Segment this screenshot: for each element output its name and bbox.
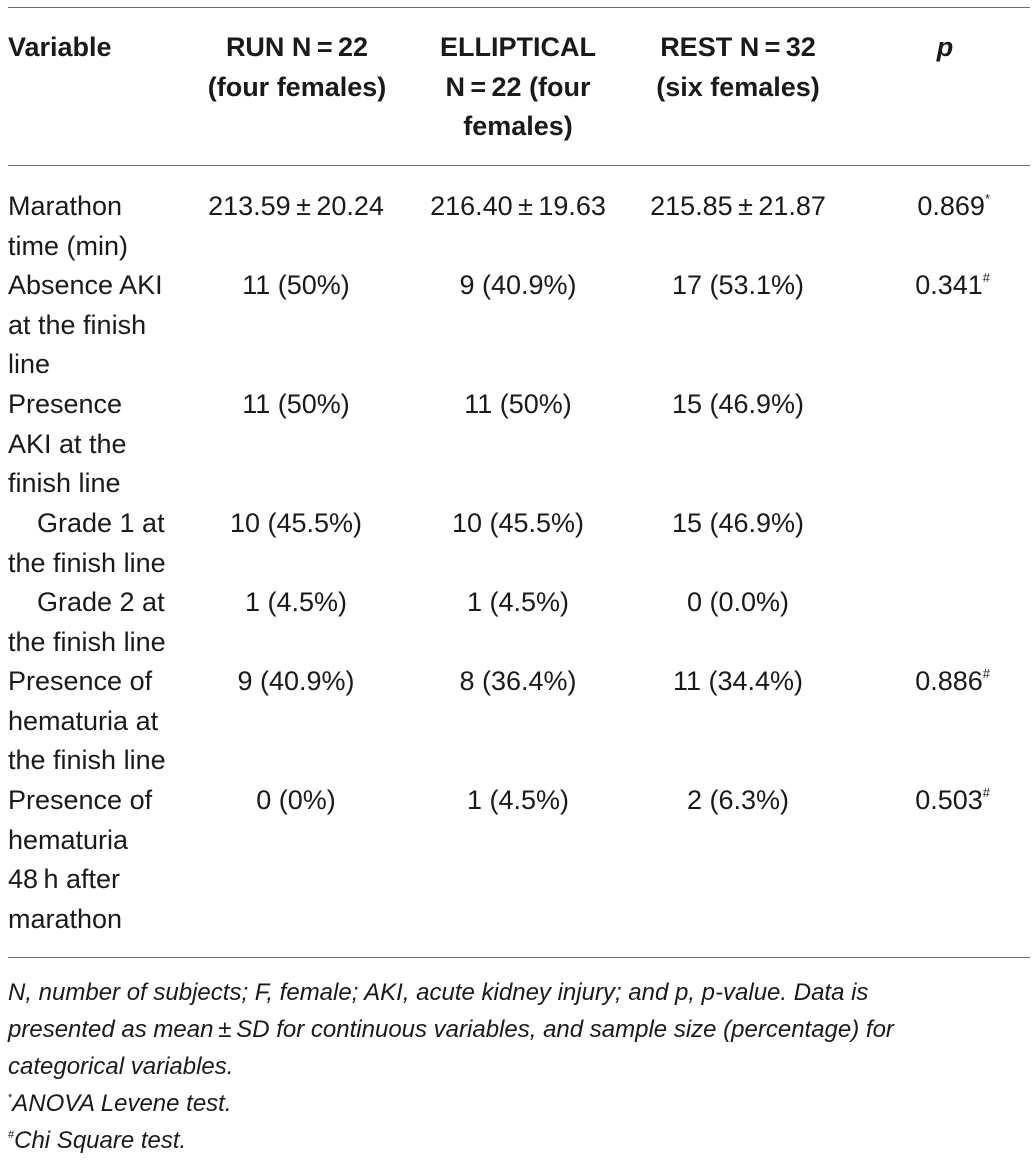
p-footnote-mark: # bbox=[982, 666, 990, 681]
row-label-line: time (min) bbox=[8, 230, 128, 261]
header-rest-line-2: (six females) bbox=[656, 71, 820, 102]
cell-p: 0.886# bbox=[850, 662, 990, 702]
cell-run: 9 (40.9%) bbox=[237, 666, 355, 696]
p-value: 0.886 bbox=[915, 666, 983, 696]
row-label: Grade 1 at the finish line bbox=[8, 504, 188, 583]
row-label-line: Presence of bbox=[8, 785, 153, 815]
row-label-line: AKI at the bbox=[8, 428, 127, 459]
footnote-anova-text: ANOVA Levene test. bbox=[12, 1090, 232, 1117]
p-value: 0.869 bbox=[917, 191, 985, 221]
footnote-chi-mark: # bbox=[8, 1129, 15, 1141]
row-label-line: 48 h after bbox=[8, 864, 120, 894]
row-label: Presence AKI at the finish line bbox=[8, 385, 188, 504]
cell-elliptical: 8 (36.4%) bbox=[459, 666, 577, 696]
row-label-line: Presence bbox=[8, 389, 123, 419]
header-elliptical-line-1: ELLIPTICAL bbox=[440, 32, 596, 62]
header-rest: REST N = 32 (six females) bbox=[632, 28, 844, 107]
footnote-main: N, number of subjects; F, female; AKI, a… bbox=[8, 974, 1018, 1085]
cell-elliptical: 1 (4.5%) bbox=[466, 587, 570, 617]
cell-elliptical: 10 (45.5%) bbox=[451, 508, 585, 538]
cell-rest: 0 (0.0%) bbox=[686, 587, 790, 617]
cell-run: 0 (0%) bbox=[256, 785, 336, 815]
row-label-line: marathon bbox=[8, 903, 123, 934]
cell-elliptical: 216.40 ± 19.63 bbox=[430, 191, 606, 221]
cell-run: 11 (50%) bbox=[242, 270, 350, 300]
cell-run: 1 (4.5%) bbox=[244, 587, 348, 617]
row-label: Presence of hematuria at the finish line bbox=[8, 662, 188, 781]
top-rule bbox=[8, 7, 1030, 8]
header-run: RUN N = 22 (four females) bbox=[192, 28, 402, 107]
bottom-rule bbox=[8, 957, 1030, 958]
cell-elliptical: 1 (4.5%) bbox=[466, 785, 570, 815]
row-label-line: finish line bbox=[8, 468, 121, 498]
row-label-line: hematuria at bbox=[8, 705, 159, 736]
cell-elliptical: 11 (50%) bbox=[464, 389, 572, 419]
cell-run: 10 (45.5%) bbox=[229, 508, 363, 538]
p-footnote-mark: # bbox=[982, 270, 990, 285]
row-label-line: the finish line bbox=[8, 547, 166, 578]
row-label: Marathon time (min) bbox=[8, 187, 188, 266]
footnote-main-line: presented as mean ± SD for continuous va… bbox=[8, 1016, 894, 1043]
cell-rest: 215.85 ± 21.87 bbox=[650, 191, 826, 221]
header-run-line-2: (four females) bbox=[207, 71, 387, 102]
cell-rest: 11 (34.4%) bbox=[672, 666, 804, 696]
footnote-main-line: N, number of subjects; F, female; AKI, a… bbox=[8, 979, 869, 1006]
header-elliptical-line-3: females) bbox=[463, 111, 573, 141]
cell-rest: 15 (46.9%) bbox=[671, 508, 805, 538]
row-label-line: line bbox=[8, 349, 51, 379]
p-footnote-mark: # bbox=[982, 785, 990, 800]
row-label-line: Presence of bbox=[8, 666, 153, 696]
header-variable: Variable bbox=[8, 32, 112, 62]
cell-run: 213.59 ± 20.24 bbox=[208, 191, 384, 221]
row-label-line: hematuria bbox=[8, 824, 129, 855]
row-label-line: the finish line bbox=[8, 745, 166, 775]
footnote-anova: *ANOVA Levene test. bbox=[8, 1085, 1018, 1122]
header-rule bbox=[8, 165, 1030, 166]
footnote-main-line: categorical variables. bbox=[8, 1053, 234, 1080]
header-p: p bbox=[936, 32, 954, 62]
row-label: Absence AKI at the finish line bbox=[8, 266, 188, 385]
row-label: Presence of hematuria 48 h after maratho… bbox=[8, 781, 188, 939]
footnote-chi: #Chi Square test. bbox=[8, 1122, 1018, 1159]
row-label-line: the finish line bbox=[8, 626, 166, 657]
footnote-anova-mark: * bbox=[8, 1092, 13, 1104]
header-rest-line-1: REST N = 32 bbox=[660, 32, 816, 62]
header-run-line-1: RUN N = 22 bbox=[225, 32, 369, 62]
p-value: 0.503 bbox=[915, 785, 983, 815]
cell-p: 0.503# bbox=[850, 781, 990, 821]
cell-p: 0.869* bbox=[850, 187, 990, 227]
row-label: Grade 2 at the finish line bbox=[8, 583, 188, 662]
row-label-line: Grade 1 at bbox=[37, 508, 165, 538]
row-label-line: Marathon bbox=[8, 191, 123, 221]
p-value: 0.341 bbox=[915, 270, 983, 300]
cell-run: 11 (50%) bbox=[242, 389, 350, 419]
cell-rest: 2 (6.3%) bbox=[686, 785, 790, 815]
header-elliptical: ELLIPTICAL N = 22 (four females) bbox=[418, 28, 618, 147]
p-footnote-mark: * bbox=[984, 191, 990, 206]
footnote-chi-text: Chi Square test. bbox=[14, 1127, 187, 1154]
header-elliptical-line-2: N = 22 (four bbox=[445, 71, 591, 102]
cell-elliptical: 9 (40.9%) bbox=[459, 270, 577, 300]
cell-rest: 17 (53.1%) bbox=[671, 270, 805, 300]
cell-rest: 15 (46.9%) bbox=[671, 389, 805, 419]
row-label-line: Grade 2 at bbox=[37, 587, 165, 617]
cell-p: 0.341# bbox=[850, 266, 990, 306]
row-label-line: at the finish bbox=[8, 309, 147, 340]
row-label-line: Absence AKI bbox=[8, 270, 163, 300]
